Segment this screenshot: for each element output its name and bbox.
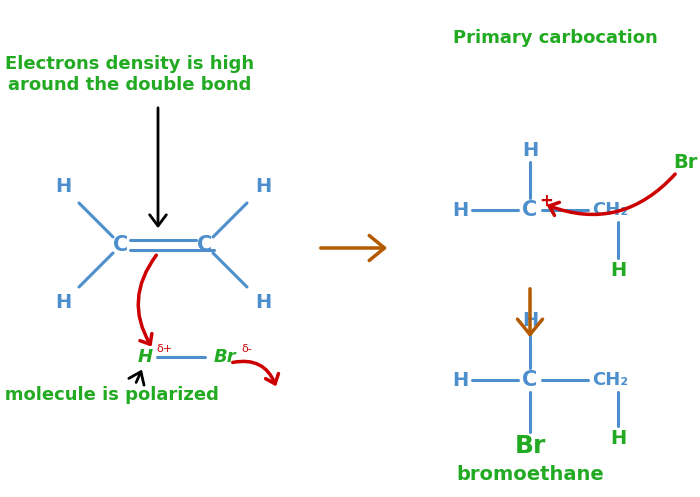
FancyArrowPatch shape: [549, 174, 675, 215]
Text: C: C: [522, 200, 538, 220]
FancyArrowPatch shape: [129, 372, 144, 385]
Text: CH₂: CH₂: [592, 371, 628, 389]
Text: −: −: [698, 145, 700, 163]
Text: δ-: δ-: [241, 344, 252, 354]
Text: Br: Br: [214, 348, 237, 366]
Text: H: H: [452, 200, 468, 220]
Text: Br: Br: [514, 434, 546, 458]
Text: H: H: [522, 311, 538, 330]
Text: HBr molecule is polarized: HBr molecule is polarized: [0, 386, 219, 404]
Text: CH₂: CH₂: [592, 201, 628, 219]
Text: H: H: [452, 370, 468, 390]
Text: bromoethane: bromoethane: [456, 466, 604, 485]
Text: H: H: [255, 294, 271, 313]
Text: C: C: [197, 235, 213, 255]
Text: Electrons density is high
around the double bond: Electrons density is high around the dou…: [6, 55, 255, 94]
Text: Br: Br: [673, 153, 697, 171]
FancyArrowPatch shape: [517, 289, 542, 334]
Text: H: H: [137, 348, 153, 366]
FancyArrowPatch shape: [138, 255, 156, 344]
FancyArrowPatch shape: [321, 236, 384, 260]
Text: C: C: [113, 235, 129, 255]
Text: C: C: [522, 370, 538, 390]
FancyArrowPatch shape: [150, 108, 167, 226]
Text: H: H: [610, 260, 626, 279]
Text: +: +: [539, 192, 553, 210]
Text: δ+: δ+: [156, 344, 172, 354]
Text: H: H: [55, 294, 71, 313]
Text: H: H: [610, 428, 626, 447]
Text: H: H: [255, 177, 271, 196]
Text: H: H: [522, 141, 538, 160]
Text: Primary carbocation: Primary carbocation: [453, 29, 657, 47]
Text: H: H: [55, 177, 71, 196]
FancyArrowPatch shape: [232, 361, 279, 384]
